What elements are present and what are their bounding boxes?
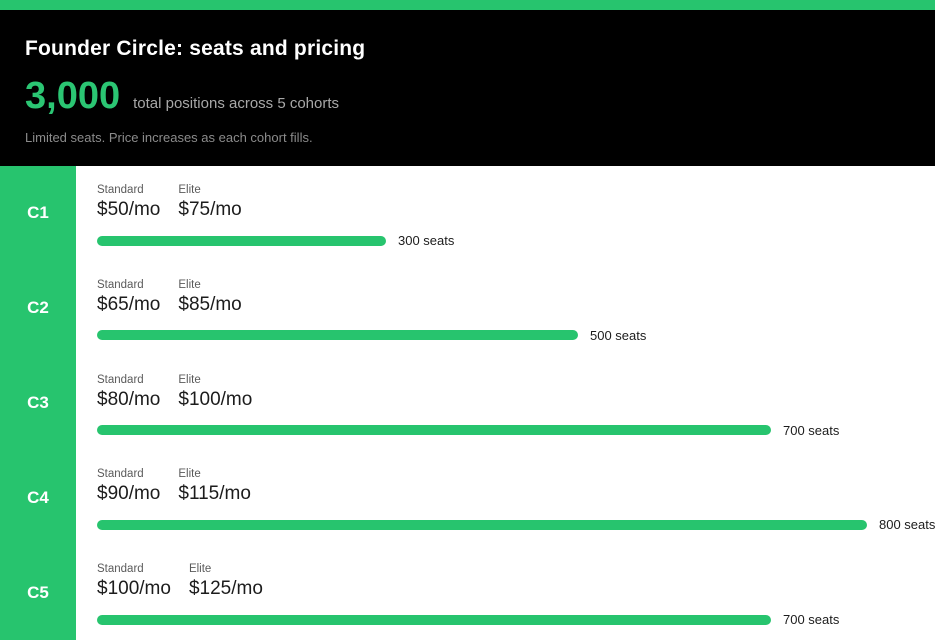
tier-label-standard: Standard <box>97 468 144 481</box>
elite-price-col: Elite $100/mo <box>178 374 252 411</box>
seats-bar <box>97 614 771 625</box>
tier-label-standard: Standard <box>97 563 144 576</box>
total-positions-caption: total positions across 5 cohorts <box>133 95 340 112</box>
elite-price-col: Elite $75/mo <box>178 184 241 221</box>
standard-price: $100/mo <box>97 578 171 600</box>
standard-price-col: Standard $80/mo <box>97 374 160 411</box>
pricing-row-c4: Standard $90/mo Elite $115/mo 800 seats <box>76 450 935 545</box>
tier-label-elite: Elite <box>178 278 201 291</box>
sidebar-label-c2: C2 <box>27 298 49 318</box>
sidebar-label-c4: C4 <box>27 487 49 507</box>
tagline: Limited seats. Price increases as each c… <box>25 130 313 145</box>
standard-price: $90/mo <box>97 483 161 505</box>
tier-label-elite: Elite <box>188 563 212 576</box>
standard-price: $65/mo <box>97 293 161 315</box>
elite-price-col: Elite $85/mo <box>178 279 241 316</box>
stat-line: 3,000 total positions across 5 cohorts <box>25 77 910 115</box>
standard-price-col: Standard $90/mo <box>97 468 160 505</box>
cohort-rows: Standard $50/mo Elite $75/mo 300 seats S… <box>76 166 935 640</box>
total-positions-value: 3,000 <box>25 75 121 117</box>
tier-label-elite: Elite <box>178 468 201 481</box>
seats-label: 800 seats <box>879 517 935 533</box>
seats-bar <box>97 235 386 246</box>
top-accent-bar <box>0 0 935 10</box>
tier-label-elite: Elite <box>178 184 201 196</box>
pricing-row-c1: Standard $50/mo Elite $75/mo 300 seats <box>76 166 935 261</box>
seats-bar <box>97 425 771 436</box>
standard-price-col: Standard $50/mo <box>97 184 160 221</box>
elite-price-col: Elite $125/mo <box>189 563 263 600</box>
seats-bar <box>97 519 867 530</box>
elite-price: $75/mo <box>178 199 242 220</box>
elite-price: $100/mo <box>178 388 253 410</box>
seats-label: 500 seats <box>590 327 647 343</box>
pricing-row-c3: Standard $80/mo Elite $100/mo 700 seats <box>76 356 935 451</box>
tier-label-standard: Standard <box>97 278 144 291</box>
tier-label-standard: Standard <box>97 184 144 196</box>
seats-label: 700 seats <box>783 422 840 438</box>
page-title: Founder Circle: seats and pricing <box>25 37 366 60</box>
sidebar-label-c5: C5 <box>27 582 49 602</box>
standard-price: $50/mo <box>97 199 161 220</box>
elite-price: $125/mo <box>188 578 263 600</box>
tier-label-standard: Standard <box>97 373 144 386</box>
sidebar-label-c3: C3 <box>27 392 49 412</box>
seats-label: 700 seats <box>783 612 840 628</box>
elite-price: $115/mo <box>178 483 251 505</box>
seats-label: 300 seats <box>398 233 455 248</box>
standard-price-col: Standard $100/mo <box>97 563 171 600</box>
cohort-sidebar: C1 C2 C3 C4 C5 <box>0 166 76 640</box>
seats-bar <box>97 330 578 341</box>
cohort-chart: C1 C2 C3 C4 C5 Standard $50/mo Elite $75… <box>0 166 935 640</box>
pricing-row-c5: Standard $100/mo Elite $125/mo 700 seats <box>76 545 935 640</box>
tier-label-elite: Elite <box>178 373 201 386</box>
elite-price-col: Elite $115/mo <box>178 468 251 505</box>
standard-price: $80/mo <box>97 388 161 410</box>
elite-price: $85/mo <box>178 293 242 315</box>
standard-price-col: Standard $65/mo <box>97 279 160 316</box>
header: Founder Circle: seats and pricing 3,000 … <box>0 10 935 166</box>
sidebar-label-c1: C1 <box>27 203 49 223</box>
pricing-row-c2: Standard $65/mo Elite $85/mo 500 seats <box>76 261 935 356</box>
